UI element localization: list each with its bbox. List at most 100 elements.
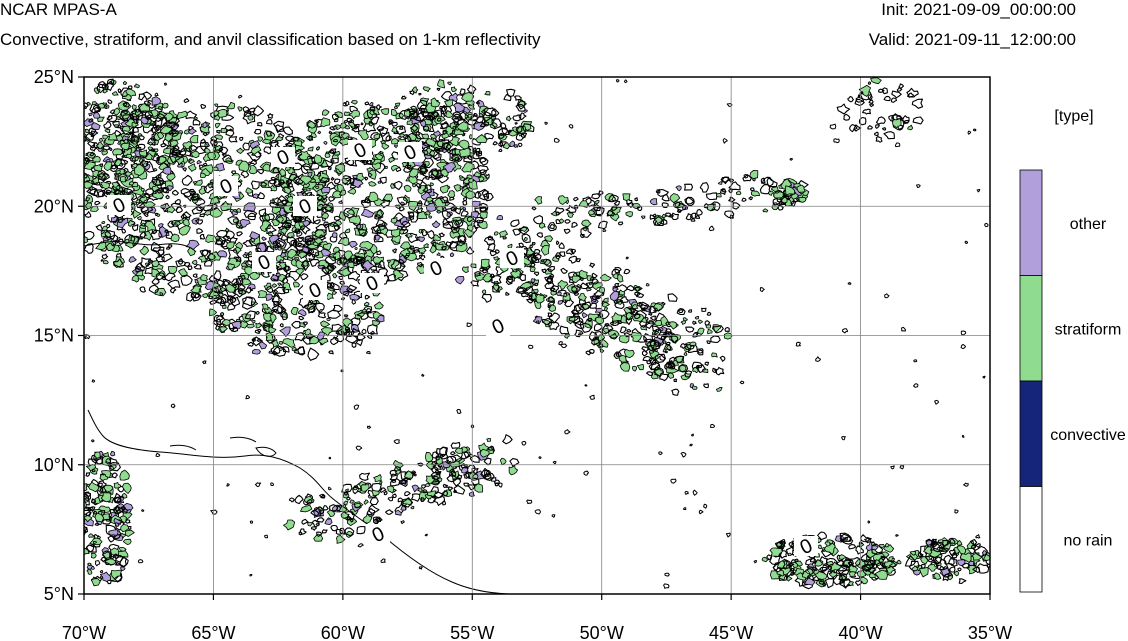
precip-cell <box>313 219 321 225</box>
precip-cell <box>404 470 413 479</box>
precip-cell <box>762 208 769 213</box>
precip-cell <box>203 209 212 216</box>
plot-subtitle: Convective, stratiform, and anvil classi… <box>0 30 541 49</box>
precip-cell <box>338 211 350 221</box>
precip-cell <box>609 321 614 326</box>
precip-cell <box>327 309 341 319</box>
precip-cell <box>195 219 204 225</box>
precip-cell <box>534 196 543 205</box>
precip-cell <box>370 265 378 272</box>
precip-cell <box>346 117 353 123</box>
precip-cell <box>258 341 268 350</box>
precip-cell <box>320 159 334 168</box>
precip-cell <box>225 128 235 137</box>
precip-cell <box>338 275 344 281</box>
precip-cell <box>815 356 821 362</box>
precip-cell <box>544 275 554 284</box>
precip-cell <box>535 293 545 304</box>
precip-cell <box>496 215 503 221</box>
precip-cell <box>319 176 330 184</box>
precip-cell <box>376 314 385 323</box>
precip-cell <box>626 198 633 206</box>
precip-cell <box>122 102 128 107</box>
precip-cell <box>94 451 101 459</box>
precip-cell <box>257 192 265 200</box>
precip-cell <box>160 187 169 194</box>
precip-cell <box>698 509 704 515</box>
precip-cell <box>117 88 122 94</box>
precip-cell <box>175 110 189 120</box>
precip-cell <box>624 79 628 84</box>
precip-cell <box>626 284 635 292</box>
precip-cell <box>919 566 929 578</box>
precip-cell <box>665 321 672 328</box>
precip-cell <box>264 534 268 539</box>
precip-cell <box>100 181 110 190</box>
precip-cell <box>84 174 91 183</box>
precip-cell <box>459 88 466 96</box>
precip-cell <box>566 248 574 256</box>
precip-cell <box>661 193 670 202</box>
precip-cell <box>617 221 624 226</box>
precip-cell <box>379 151 384 155</box>
precip-cell <box>571 221 578 228</box>
precip-cell <box>75 226 79 229</box>
precip-cell <box>164 133 173 142</box>
precip-cell <box>559 325 570 335</box>
precip-cell <box>286 231 295 239</box>
precip-cell <box>481 267 489 274</box>
precip-cell <box>782 559 795 569</box>
precip-cell <box>532 288 539 294</box>
precip-cell <box>331 232 338 238</box>
precip-cell <box>367 495 372 499</box>
precip-cell <box>818 580 825 585</box>
precip-cell <box>435 471 441 476</box>
precip-cell <box>703 383 709 389</box>
precip-cell <box>670 478 677 484</box>
precip-cell <box>269 139 279 149</box>
contour-label-box <box>271 147 295 167</box>
precip-cell <box>440 122 448 129</box>
precip-cell <box>144 220 157 232</box>
precip-cell <box>273 120 285 132</box>
precip-cell <box>925 540 933 546</box>
precip-cell <box>602 229 607 232</box>
precip-cell <box>321 203 333 214</box>
precip-cell <box>283 519 296 531</box>
precip-cell <box>374 214 382 220</box>
precip-cell <box>315 185 320 189</box>
precip-cell <box>505 291 510 296</box>
precip-cell <box>294 228 301 233</box>
precip-cell <box>458 175 464 179</box>
precip-cell <box>814 559 823 567</box>
precip-cell <box>579 282 589 290</box>
precip-cell <box>418 236 425 243</box>
precip-cell <box>843 113 851 121</box>
contour-label-box <box>348 140 372 160</box>
precip-cell <box>498 141 504 148</box>
precip-cell <box>108 147 113 151</box>
precip-cell <box>623 268 631 275</box>
precip-cell <box>244 310 256 320</box>
precip-cell <box>773 191 784 199</box>
lat-tick-label: 15°N <box>34 326 74 346</box>
precip-cell <box>660 335 666 341</box>
precip-cell <box>409 245 415 250</box>
precip-cell <box>862 108 872 115</box>
precip-cell <box>408 212 415 219</box>
precip-cell <box>435 242 444 251</box>
precip-cell <box>199 234 206 240</box>
precip-cell <box>93 142 99 149</box>
precip-cell <box>308 248 320 258</box>
precip-cell <box>418 92 422 96</box>
precip-cell <box>391 126 398 133</box>
precip-cell <box>617 320 622 325</box>
precip-cell <box>320 117 331 128</box>
precip-cell <box>653 367 664 378</box>
precip-cell <box>220 287 226 292</box>
precip-cell <box>166 121 176 129</box>
precip-cell <box>424 533 428 537</box>
precip-cell <box>487 235 494 241</box>
precip-cell <box>368 122 374 127</box>
precip-cell <box>839 532 852 542</box>
